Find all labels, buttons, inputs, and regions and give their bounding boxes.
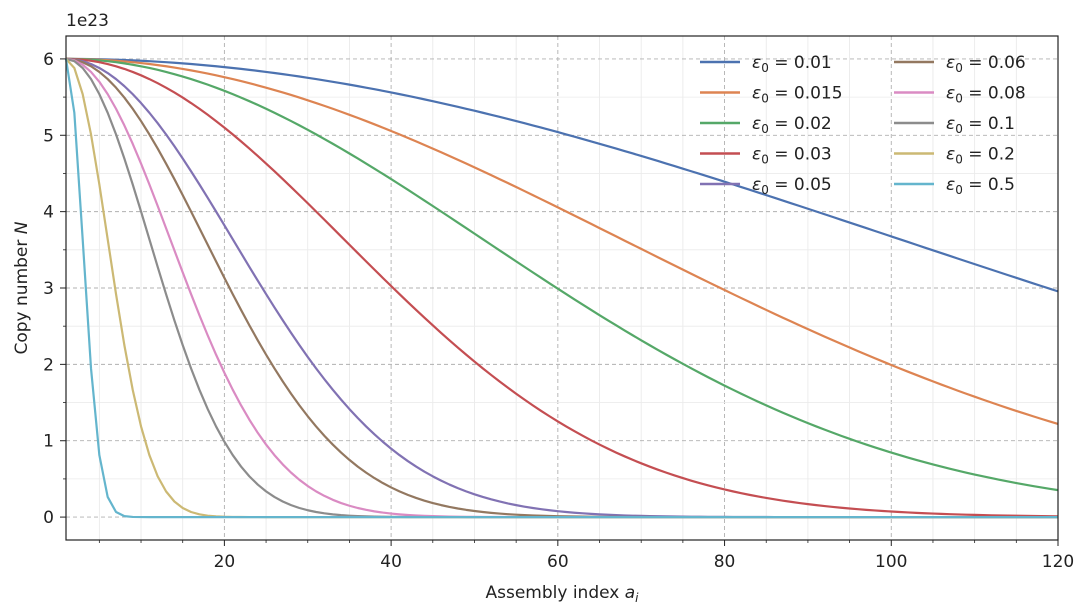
- series-line-0.5: [64, 58, 1058, 519]
- grid: [66, 36, 1058, 540]
- y-tick-label: 3: [43, 279, 54, 299]
- x-axis-label: Assembly index ai: [485, 583, 639, 605]
- series-line-0.01: [65, 57, 1059, 293]
- legend-label-0.05: ε0 = 0.05: [752, 175, 832, 197]
- legend-label-0.06: ε0 = 0.06: [946, 53, 1026, 75]
- y-tick-label: 0: [43, 508, 54, 528]
- series-line-0.03: [65, 57, 1059, 518]
- legend-label-0.08: ε0 = 0.08: [946, 84, 1026, 106]
- x-tick-label: 40: [380, 552, 402, 572]
- legend-label-0.03: ε0 = 0.03: [752, 145, 832, 167]
- y-axis-label: Copy number N: [12, 221, 32, 354]
- legend-label-0.01: ε0 = 0.01: [752, 53, 832, 75]
- legend-label-0.02: ε0 = 0.02: [752, 114, 832, 136]
- legend: ε0 = 0.01 ε0 = 0.015 ε0 = 0.02 ε0 = 0.03 ε0 …: [700, 53, 1026, 197]
- x-tick-label: 120: [1042, 552, 1074, 572]
- y-tick-label: 6: [43, 50, 54, 70]
- series-line-0.02: [65, 57, 1059, 492]
- y-tick-label: 4: [43, 203, 54, 223]
- axis-ticks: 20 40 60 80 100 120 0 1 2 3 4 5 6: [43, 50, 1074, 572]
- y-offset-label: 1e23: [66, 11, 109, 31]
- legend-label-0.015: ε0 = 0.015: [752, 84, 843, 106]
- x-tick-label: 20: [214, 552, 236, 572]
- y-tick-label: 2: [43, 355, 54, 375]
- y-tick-label: 5: [43, 126, 54, 146]
- x-tick-label: 80: [714, 552, 736, 572]
- legend-label-0.2: ε0 = 0.2: [946, 145, 1015, 167]
- x-tick-label: 100: [875, 552, 907, 572]
- x-tick-label: 60: [547, 552, 569, 572]
- series-line-0.015: [65, 57, 1059, 426]
- y-tick-label: 1: [43, 432, 54, 452]
- series-lines: [64, 57, 1059, 519]
- legend-label-0.1: ε0 = 0.1: [946, 114, 1015, 136]
- legend-label-0.5: ε0 = 0.5: [946, 175, 1015, 197]
